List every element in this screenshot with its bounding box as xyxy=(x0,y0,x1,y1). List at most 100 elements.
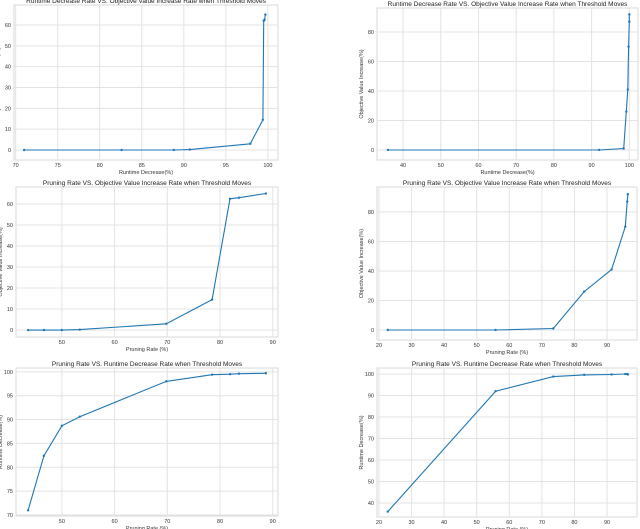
x-axis-label: Pruning Rate (%) xyxy=(486,350,528,356)
plot-area xyxy=(13,4,279,161)
x-tick-label: 80 xyxy=(217,340,223,346)
x-tick-label: 100 xyxy=(625,163,634,169)
chart-title: Runtime Decrease Rate VS. Objective Valu… xyxy=(26,0,266,5)
data-point xyxy=(626,193,630,196)
data-point xyxy=(628,13,631,16)
x-tick-label: 50 xyxy=(438,163,444,169)
y-tick-label: 90 xyxy=(368,394,374,400)
x-tick-label: 50 xyxy=(474,520,480,526)
data-point xyxy=(583,373,586,377)
data-point xyxy=(624,225,627,228)
y-tick-label: 20 xyxy=(7,286,13,292)
y-tick-label: 40 xyxy=(368,89,374,95)
data-point xyxy=(263,18,266,21)
y-tick-label: 20 xyxy=(368,298,374,304)
data-point xyxy=(26,509,30,512)
data-point xyxy=(626,88,630,91)
y-axis-label: Runtime Decrease(%) xyxy=(359,415,365,469)
y-tick-label: 30 xyxy=(5,86,11,92)
data-point xyxy=(494,328,497,332)
data-point xyxy=(626,200,629,203)
x-axis-label: Pruning Rate (%) xyxy=(486,527,528,529)
x-axis-label: Runtime Decrease(%) xyxy=(119,170,173,176)
x-tick-label: 70 xyxy=(539,520,545,526)
y-axis-label: Objective Value Increase(%) xyxy=(359,229,365,298)
y-tick-label: 50 xyxy=(368,480,374,486)
y-tick-label: 40 xyxy=(368,269,374,275)
y-axis-label: Objective Value Increase(%) xyxy=(0,48,2,117)
data-point xyxy=(210,298,214,301)
x-axis-label: Pruning Rate (%) xyxy=(126,526,168,529)
data-point xyxy=(22,148,26,152)
y-tick-label: 0 xyxy=(371,148,374,154)
y-tick-label: 10 xyxy=(5,127,11,133)
x-tick-label: 40 xyxy=(400,163,406,169)
y-tick-label: 0 xyxy=(371,328,374,334)
data-point xyxy=(610,268,613,271)
x-tick-label: 60 xyxy=(475,163,481,169)
subplot-6: 20 30 40 50 60 70 80 90 40 50 60 70 80 90 100 Pruning R… xyxy=(359,361,638,529)
plot-area xyxy=(376,186,638,341)
y-tick-label: 90 xyxy=(7,418,13,424)
data-point xyxy=(237,196,241,199)
x-tick-label: 80 xyxy=(217,519,223,525)
y-tick-label: 60 xyxy=(368,458,374,464)
series-line xyxy=(387,14,630,151)
data-point xyxy=(264,372,268,375)
x-tick-label: 60 xyxy=(506,520,512,526)
y-tick-label: 100 xyxy=(4,370,13,376)
y-axis-label: Runtime Decrease(%) xyxy=(0,415,4,469)
x-tick-label: 90 xyxy=(604,343,610,349)
chart-title: Runtime Decrease Rate VS. Objective Valu… xyxy=(388,1,628,8)
y-tick-label: 80 xyxy=(7,465,13,471)
data-point xyxy=(249,142,252,145)
data-point xyxy=(78,328,81,331)
y-tick-label: 80 xyxy=(368,30,374,36)
y-tick-label: 80 xyxy=(368,210,374,216)
x-tick-label: 60 xyxy=(112,519,118,525)
y-tick-label: 30 xyxy=(7,265,13,271)
data-point xyxy=(583,290,586,293)
x-tick-label: 90 xyxy=(589,163,595,169)
x-axis-label: Pruning Rate (%) xyxy=(126,347,168,353)
x-tick-label: 70 xyxy=(164,519,170,525)
subplot-2: 40 50 60 70 80 90 100 0 20 40 60 80 Runtime Decrease… xyxy=(359,1,639,176)
subplot-5: 50 60 70 80 90 70 75 80 85 90 95 100 Pruning Rate VS… xyxy=(0,361,279,529)
y-tick-label: 60 xyxy=(5,23,11,29)
chart-title: Pruning Rate VS. Runtime Decrease Rate w… xyxy=(52,361,243,368)
data-point xyxy=(386,510,389,513)
x-tick-label: 100 xyxy=(263,163,272,169)
x-tick-label: 95 xyxy=(223,163,229,169)
data-point xyxy=(228,373,232,376)
y-tick-label: 60 xyxy=(368,60,374,66)
y-tick-label: 20 xyxy=(5,106,11,112)
y-tick-label: 70 xyxy=(7,513,13,519)
data-point xyxy=(628,20,631,23)
y-tick-label: 50 xyxy=(7,223,13,229)
plot-area xyxy=(376,367,638,518)
data-point xyxy=(552,327,555,330)
data-point xyxy=(264,13,267,16)
x-tick-label: 50 xyxy=(59,519,65,525)
y-tick-label: 80 xyxy=(368,415,374,421)
chart-title: Pruning Rate VS. Runtime Decrease Rate w… xyxy=(412,361,603,368)
data-point xyxy=(26,328,30,332)
data-point xyxy=(210,373,214,376)
data-point xyxy=(627,45,630,48)
y-tick-label: 85 xyxy=(7,441,13,447)
data-point xyxy=(552,375,555,378)
y-tick-label: 60 xyxy=(7,202,13,208)
x-tick-label: 70 xyxy=(513,163,519,169)
y-axis-label: Objective Value Increase(%) xyxy=(0,227,4,296)
data-point xyxy=(188,148,191,151)
data-point xyxy=(42,454,46,458)
x-tick-label: 90 xyxy=(181,163,187,169)
x-tick-label: 40 xyxy=(441,520,447,526)
subplot-4: 20 30 40 50 60 70 80 90 0 20 40 60 80 Pruning Rate VS… xyxy=(359,180,638,356)
x-tick-label: 80 xyxy=(551,163,557,169)
subplot-1: 70 75 80 85 90 95 100 0 10 20 30 40 50 60 Runtime Decr… xyxy=(0,0,279,176)
x-axis-label: Runtime Decrease(%) xyxy=(480,170,534,176)
x-tick-label: 75 xyxy=(55,163,61,169)
x-tick-label: 80 xyxy=(97,163,103,169)
